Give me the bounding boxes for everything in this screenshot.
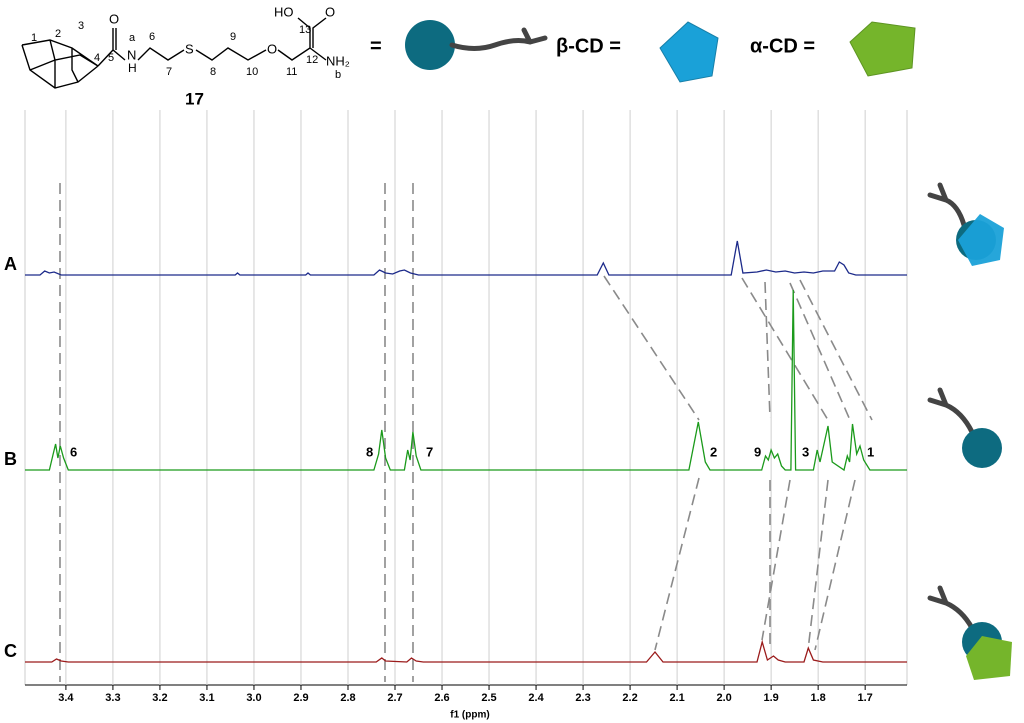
compound-number: 17 xyxy=(185,89,204,108)
x-tick-label: 3.0 xyxy=(246,692,261,704)
atom-label: S xyxy=(185,41,194,56)
x-tick-label: 3.2 xyxy=(152,692,167,704)
x-tick-label: 2.8 xyxy=(340,692,355,704)
atom-label: 10 xyxy=(246,66,258,78)
peak-label: 7 xyxy=(426,444,433,459)
atom-label: 11 xyxy=(286,66,297,78)
x-tick-label: 2.3 xyxy=(575,692,590,704)
series-label: B xyxy=(4,449,17,469)
series-label: C xyxy=(4,641,17,661)
complex-icons xyxy=(927,182,1012,680)
x-tick-label: 1.9 xyxy=(763,692,778,704)
alpha-cd-label: α-CD = xyxy=(750,35,815,57)
x-tick-label: 2.1 xyxy=(669,692,684,704)
spectrum-line xyxy=(25,639,907,663)
peak-label: 6 xyxy=(70,444,77,459)
atom-label: 5 xyxy=(108,52,114,64)
equals: = xyxy=(370,35,382,57)
alpha-cd-icon xyxy=(849,21,916,77)
peak-label: 2 xyxy=(710,444,717,459)
atom-label: O xyxy=(109,11,119,26)
x-tick-label: 2.0 xyxy=(716,692,731,704)
beta-cd-icon xyxy=(659,21,719,83)
peak-label: 9 xyxy=(754,444,761,459)
atom-label: NH₂ xyxy=(326,53,350,68)
atom-label: 3 xyxy=(78,20,84,32)
correlation-lines xyxy=(59,183,873,682)
guest-tail xyxy=(449,27,548,51)
spectrum-line xyxy=(25,240,907,276)
atom-label: 9 xyxy=(230,31,236,43)
atom-label: 1 xyxy=(31,32,37,44)
x-tick-label: 1.8 xyxy=(810,692,825,704)
atom-label: N xyxy=(127,47,136,62)
atom-label: 12 xyxy=(306,54,318,66)
x-tick-label: 2.4 xyxy=(528,692,544,704)
atom-label: O xyxy=(325,4,335,19)
x-tick-label: 2.2 xyxy=(622,692,637,704)
atom-label: b xyxy=(335,69,341,81)
guest-head xyxy=(405,20,455,70)
peak-label: 3 xyxy=(802,444,809,459)
molecule: 1 2 3 4 5 O a N H 6 7 S 8 9 10 O 11 12 1… xyxy=(21,4,350,108)
atom-label: H xyxy=(128,61,137,75)
atom-label: 7 xyxy=(166,66,172,78)
grid xyxy=(65,110,866,685)
atom-label: 4 xyxy=(94,52,100,64)
peak-label: 1 xyxy=(867,444,874,459)
peak-label: 8 xyxy=(366,444,373,459)
atom-label: 13 xyxy=(299,24,311,36)
beta-cd-label: β-CD = xyxy=(556,35,621,57)
atom-label: O xyxy=(267,41,277,56)
atom-label: HO xyxy=(274,4,294,19)
x-tick-label: 1.7 xyxy=(858,692,873,704)
x-tick-label: 3.3 xyxy=(105,692,120,704)
atom-label: a xyxy=(129,32,136,44)
atom-label: 6 xyxy=(149,31,155,43)
x-tick-label: 2.9 xyxy=(293,692,308,704)
x-tick-label: 2.6 xyxy=(434,692,449,704)
x-tick-label: 2.7 xyxy=(387,692,402,704)
x-axis-title: f1 (ppm) xyxy=(450,710,489,721)
atom-label: 2 xyxy=(55,28,61,40)
spectrum-line xyxy=(25,289,907,472)
x-tick-label: 3.4 xyxy=(58,692,74,704)
atom-label: 8 xyxy=(210,66,216,78)
x-tick-label: 3.1 xyxy=(199,692,214,704)
x-tick-label: 2.5 xyxy=(481,692,496,704)
series-label: A xyxy=(4,254,17,274)
